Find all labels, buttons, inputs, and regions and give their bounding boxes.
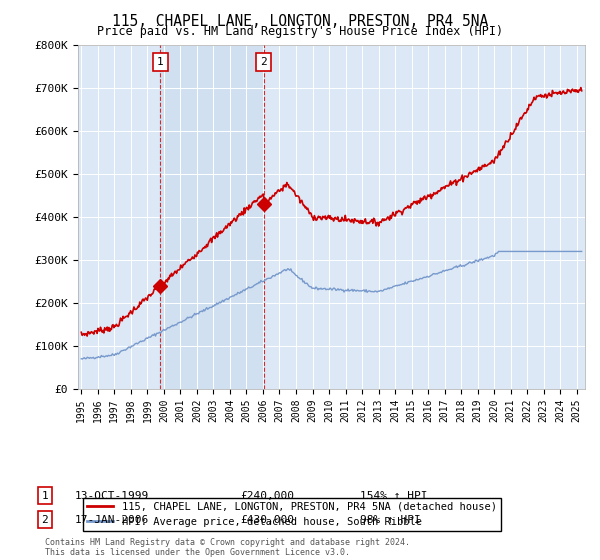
Text: 13-OCT-1999: 13-OCT-1999: [75, 491, 149, 501]
Text: 1: 1: [157, 57, 164, 67]
Text: £430,000: £430,000: [240, 515, 294, 525]
Text: 98% ↑ HPI: 98% ↑ HPI: [360, 515, 421, 525]
Text: 154% ↑ HPI: 154% ↑ HPI: [360, 491, 427, 501]
Bar: [160, 45, 263, 389]
Legend: 115, CHAPEL LANE, LONGTON, PRESTON, PR4 5NA (detached house), HPI: Average price: 115, CHAPEL LANE, LONGTON, PRESTON, PR4 …: [83, 498, 501, 531]
Text: 1: 1: [41, 491, 49, 501]
Text: 115, CHAPEL LANE, LONGTON, PRESTON, PR4 5NA: 115, CHAPEL LANE, LONGTON, PRESTON, PR4 …: [112, 14, 488, 29]
Text: 2: 2: [260, 57, 267, 67]
Text: Price paid vs. HM Land Registry's House Price Index (HPI): Price paid vs. HM Land Registry's House …: [97, 25, 503, 38]
Text: £240,000: £240,000: [240, 491, 294, 501]
Text: 17-JAN-2006: 17-JAN-2006: [75, 515, 149, 525]
Text: 2: 2: [41, 515, 49, 525]
Text: Contains HM Land Registry data © Crown copyright and database right 2024.
This d: Contains HM Land Registry data © Crown c…: [45, 538, 410, 557]
